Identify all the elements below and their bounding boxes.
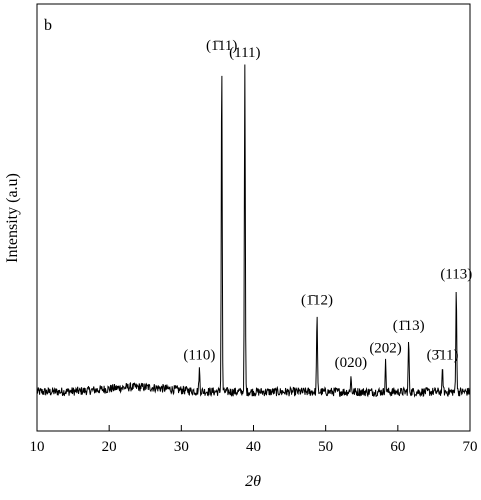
peak-label: (110): [183, 348, 215, 364]
x-tick-label: 50: [318, 439, 333, 455]
peak-label: (113): [440, 267, 472, 283]
x-axis-label: 2θ: [245, 473, 261, 490]
peak-label: (202): [369, 340, 402, 356]
x-tick-label: 30: [174, 439, 189, 455]
plot-frame: [36, 3, 471, 432]
x-tick-layer: 10 20 30 40 50 60 70: [30, 425, 478, 455]
peak-label-layer: (110) (1̄11)(111) (1̄12) (020)(202) (1̄13)(3…: [183, 38, 472, 371]
x-tick-label: 40: [246, 439, 261, 455]
panel-label: b: [44, 17, 52, 34]
peak-label: (1̄11): [206, 38, 237, 54]
x-tick-label: 20: [102, 439, 117, 455]
peak-label: (3̄11): [427, 348, 459, 364]
diffraction-trace: [36, 64, 471, 398]
x-tick-label: 10: [30, 439, 45, 455]
x-tick-label: 60: [390, 439, 405, 455]
trace-layer: [36, 64, 471, 398]
x-tick-label: 70: [463, 439, 478, 455]
peak-label: (1̄13): [393, 318, 425, 334]
peak-label: (111): [229, 45, 260, 61]
peak-label: (020): [335, 355, 368, 371]
y-axis-label: Intensity (a.u): [4, 173, 21, 263]
peak-label: (1̄12): [301, 292, 333, 308]
